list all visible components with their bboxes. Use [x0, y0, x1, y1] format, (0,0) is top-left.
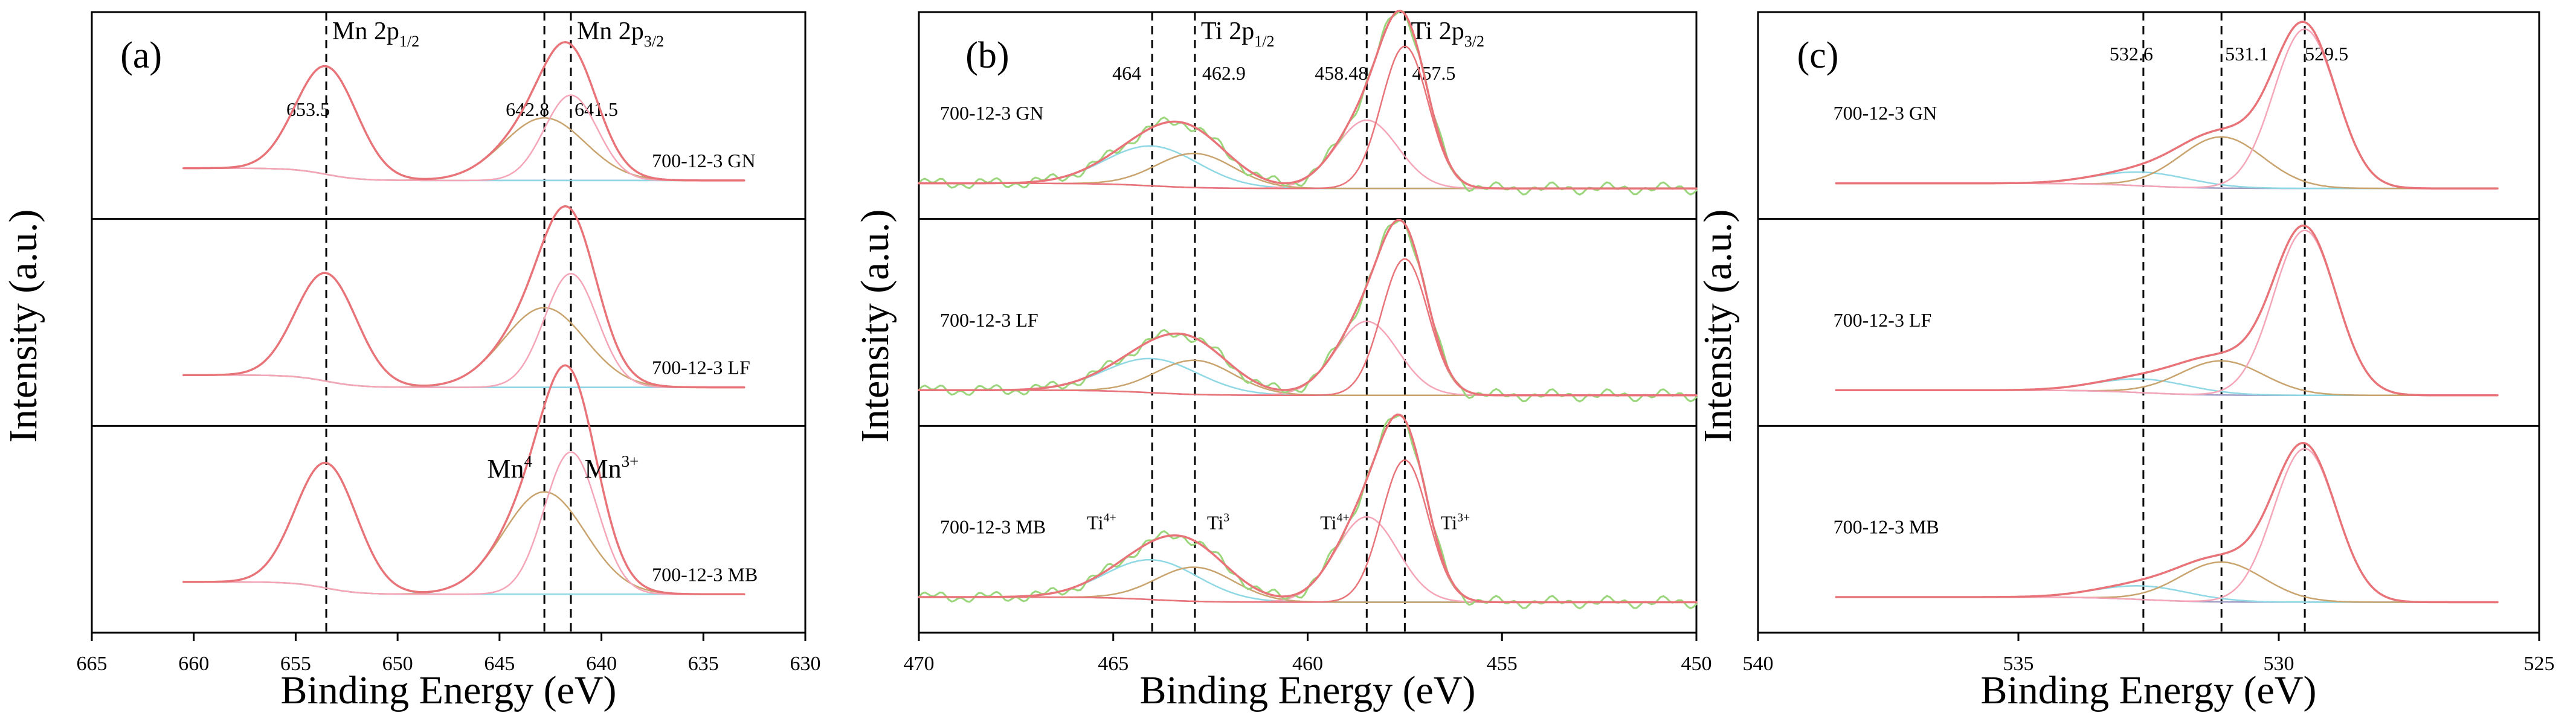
x-tick-label: 460 — [1292, 653, 1323, 675]
fitted-envelope — [1835, 224, 2499, 397]
fitted-envelope — [1835, 442, 2499, 604]
series-1: 700-12-3 GN — [918, 10, 1698, 196]
fitted-envelope — [182, 205, 745, 389]
fit-component — [1835, 229, 2499, 397]
fit-component — [182, 451, 745, 595]
x-tick-label: 650 — [382, 653, 413, 675]
sample-name: 700-12-3 MB — [1834, 516, 1939, 538]
peak-energy-label: 457.5 — [1412, 62, 1455, 84]
sample-name: 700-12-3 LF — [1834, 309, 1932, 331]
species-label: Ti4+ — [1320, 511, 1350, 534]
peak-energy-label: 532.6 — [2110, 43, 2153, 65]
panel-b: 470 465 460 455 450 Binding Energy (eV) Intens… — [853, 10, 1712, 712]
x-tick-label: 630 — [790, 653, 821, 675]
x-axis-title: Binding Energy (eV) — [1980, 668, 2316, 712]
x-tick-label: 470 — [904, 653, 935, 675]
x-tick-label: 535 — [2003, 653, 2034, 675]
series-1: 700-12-3 GN — [1834, 21, 2499, 190]
x-tick-label: 655 — [280, 653, 311, 675]
peak-energy-label: 462.9 — [1202, 62, 1246, 84]
series-3: 700-12-3 MB — [182, 364, 758, 596]
sample-name: 700-12-3 LF — [940, 309, 1038, 331]
species-label: Ti3+ — [1441, 511, 1470, 534]
panel-label: (c) — [1797, 35, 1839, 76]
orbital-label: Ti 2p1/2 — [1201, 18, 1275, 50]
x-tick-label: 660 — [178, 653, 209, 675]
species-label: Ti4+ — [1087, 511, 1116, 534]
raw-spectrum — [182, 364, 745, 595]
x-tick-label: 640 — [586, 653, 617, 675]
sample-name: 700-12-3 GN — [940, 102, 1044, 124]
fitted-envelope — [918, 219, 1698, 397]
species-label: Mn3+ — [585, 452, 639, 484]
orbital-label: Mn 2p1/2 — [332, 18, 419, 50]
x-tick-label: 450 — [1681, 653, 1712, 675]
fitted-envelope — [918, 10, 1698, 190]
x-tick-label: 530 — [2264, 653, 2294, 675]
y-axis-title: Intensity (a.u.) — [853, 209, 897, 443]
x-tick-label: 665 — [77, 653, 108, 675]
series-3: 700-12-3 MB — [918, 413, 1698, 610]
x-tick-label: 465 — [1098, 653, 1129, 675]
panel-a: 665 660 655 650 645 640 635 630 Binding Energy (… — [1, 11, 821, 712]
raw-spectrum — [918, 414, 1698, 610]
sample-name: 700-12-3 MB — [940, 516, 1046, 538]
x-tick-label: 635 — [688, 653, 719, 675]
x-tick-label: 455 — [1487, 653, 1518, 675]
fitted-envelope — [918, 413, 1698, 604]
x-tick-label: 645 — [484, 653, 515, 675]
series-1: 700-12-3 GN — [182, 41, 756, 182]
sample-name: 700-12-3 MB — [652, 563, 758, 585]
series-2: 700-12-3 LF — [182, 205, 750, 389]
x-tick-label: 525 — [2524, 653, 2555, 675]
x-tick-label: 540 — [1743, 653, 1774, 675]
y-axis-title: Intensity (a.u.) — [1696, 209, 1740, 443]
x-axis-title: Binding Energy (eV) — [1139, 668, 1475, 712]
peak-energy-label: 458.48 — [1315, 62, 1368, 84]
panel-label: (b) — [965, 35, 1009, 76]
fit-component — [1835, 136, 2499, 190]
sample-name: 700-12-3 GN — [652, 150, 756, 171]
orbital-label: Mn 2p3/2 — [577, 18, 664, 50]
sample-name: 700-12-3 LF — [652, 357, 750, 379]
fitted-envelope — [182, 41, 745, 182]
plot-frame — [91, 11, 807, 634]
peak-energy-label: 464 — [1112, 62, 1141, 84]
sample-name: 700-12-3 GN — [1834, 102, 1937, 124]
x-axis-title: Binding Energy (eV) — [280, 668, 616, 712]
fitted-envelope — [1835, 21, 2499, 190]
species-label: Mn4 — [487, 452, 532, 484]
series-2: 700-12-3 LF — [918, 219, 1698, 403]
species-label: Ti3 — [1207, 511, 1229, 534]
fit-component — [182, 272, 745, 388]
orbital-label: Ti 2p3/2 — [1411, 18, 1484, 50]
fitted-envelope — [182, 364, 745, 596]
series-2: 700-12-3 LF — [1834, 224, 2499, 397]
panel-c: 540 535 530 525 Binding Energy (eV) Intensity… — [1696, 11, 2555, 712]
raw-spectrum — [1835, 225, 2499, 397]
series-3: 700-12-3 MB — [1834, 442, 2499, 604]
panel-label: (a) — [120, 35, 162, 76]
peak-energy-label: 531.1 — [2225, 43, 2268, 65]
y-axis-title: Intensity (a.u.) — [1, 209, 45, 443]
plot-frame — [1757, 11, 2540, 634]
fit-component — [182, 94, 745, 182]
